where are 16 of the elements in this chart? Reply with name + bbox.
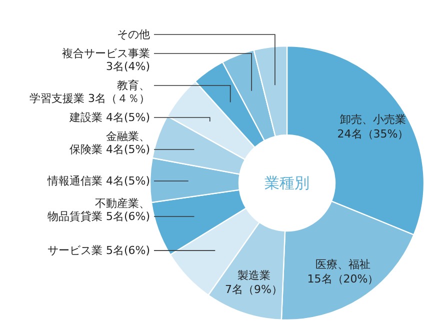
slice-label: 複合サービス事業 (62, 46, 150, 60)
data-label: 15名（20%） (307, 272, 379, 286)
text: 業種別 (264, 174, 310, 192)
slice-label: 教育、学習支援業 3名（４％） (30, 78, 150, 105)
slice-label: 金融業、保険業 4名(5%) (69, 130, 150, 156)
data-label: 7名（9%） (225, 283, 283, 296)
slice-label: 不動産業、物品賃貸業 5名(6%) (47, 197, 150, 224)
slice-label: 情報通信業 4名(5%) (46, 174, 150, 188)
data-label: 3名(4%) (106, 60, 150, 73)
slice-label: 医療、福祉 (316, 258, 371, 271)
data-label: 24名（35%） (337, 127, 409, 140)
slice-label: 卸売、小売業 (340, 113, 406, 126)
slice-label: サービス業 5名(6%) (47, 244, 150, 258)
slice-label: その他 (117, 28, 150, 41)
slice-label: 建設業 4名(5%) (68, 110, 150, 124)
slice-label: 製造業 (237, 268, 270, 282)
